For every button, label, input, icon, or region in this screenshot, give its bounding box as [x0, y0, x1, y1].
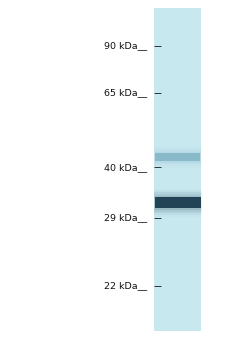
Bar [154, 8, 201, 331]
Text: 22 kDa__: 22 kDa__ [104, 281, 147, 290]
Bar [154, 191, 202, 215]
Bar [154, 189, 202, 217]
Text: 40 kDa__: 40 kDa__ [104, 163, 147, 172]
Bar [154, 192, 201, 213]
Text: 29 kDa__: 29 kDa__ [104, 214, 147, 222]
Bar [154, 147, 202, 168]
Bar [154, 148, 201, 166]
Bar [155, 197, 201, 208]
Bar [155, 153, 200, 161]
Bar [155, 150, 201, 164]
Bar [154, 194, 201, 212]
Bar [155, 196, 201, 210]
Text: 65 kDa__: 65 kDa__ [104, 89, 147, 97]
Text: 90 kDa__: 90 kDa__ [104, 41, 147, 50]
Bar [155, 152, 201, 163]
